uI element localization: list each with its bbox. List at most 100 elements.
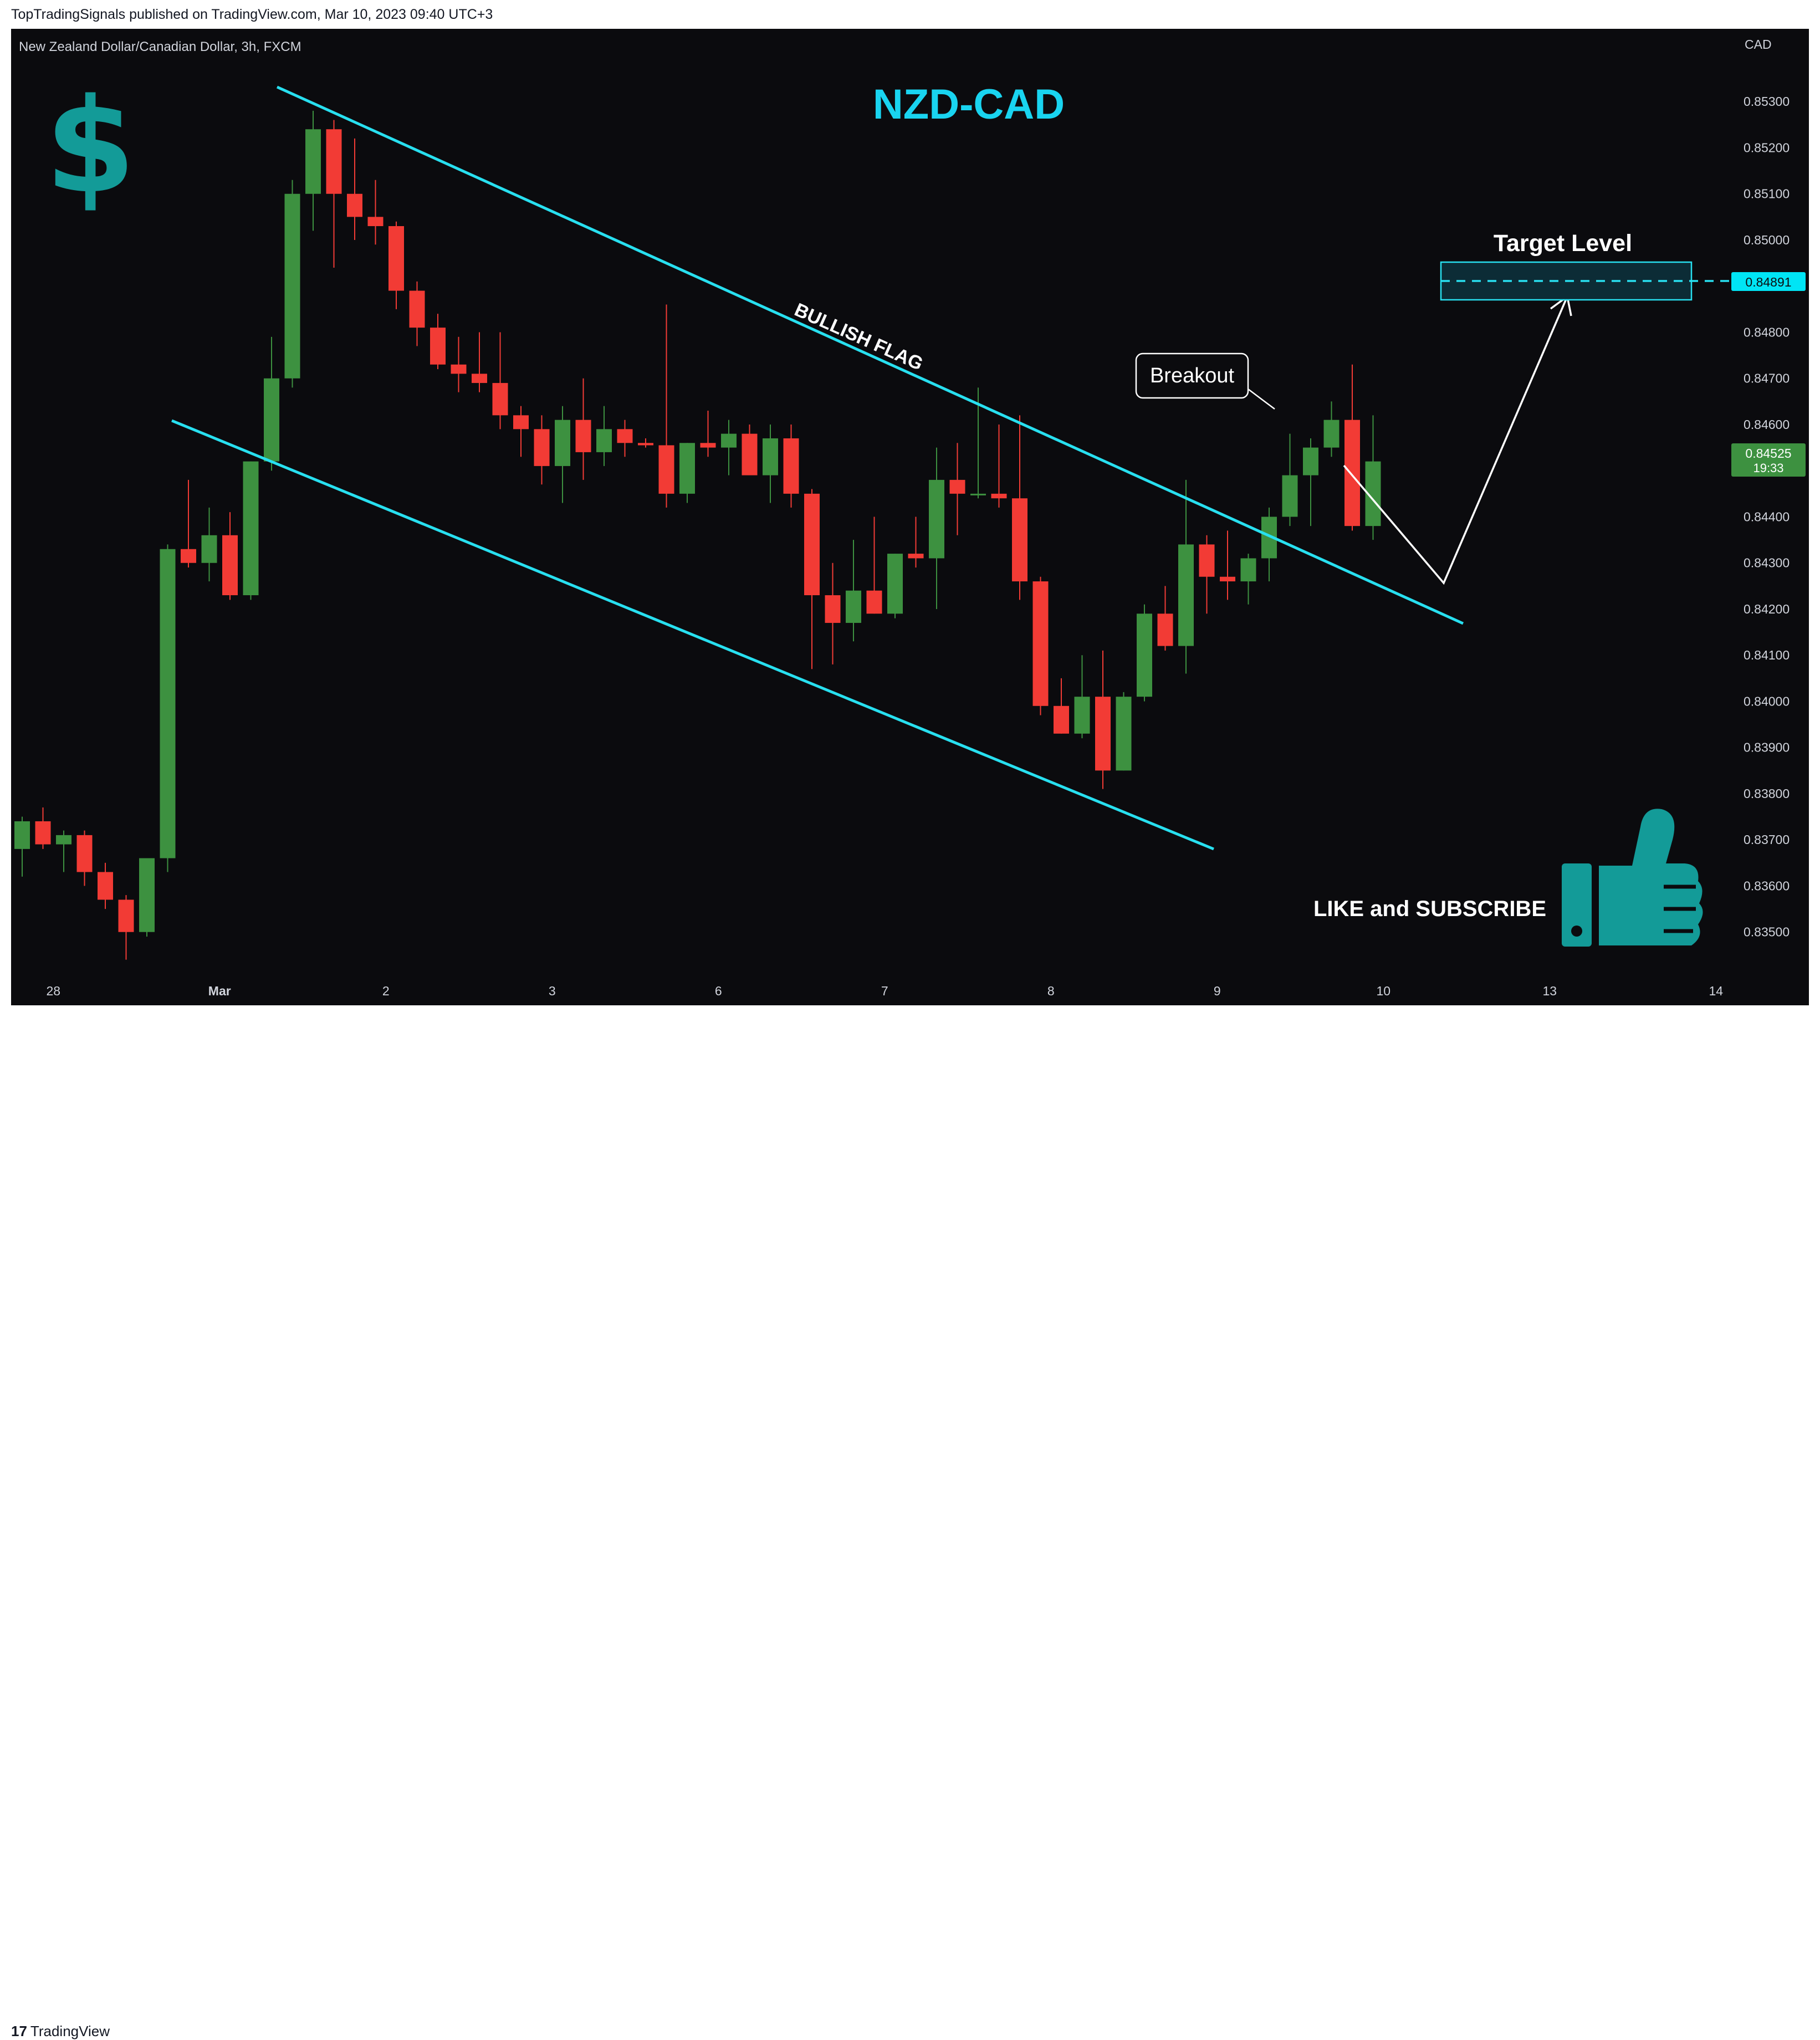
projection-path[interactable] [1343, 296, 1568, 585]
candle-up[interactable] [243, 461, 259, 600]
tradingview-brand: TradingView [30, 2023, 110, 2039]
candle-down[interactable] [534, 415, 550, 485]
candle-down[interactable] [1054, 678, 1069, 734]
candle-down[interactable] [181, 479, 196, 568]
candle-down[interactable] [347, 138, 362, 240]
breakout-callout[interactable] [1135, 352, 1249, 399]
candle-down[interactable] [472, 332, 487, 392]
candle-down[interactable] [1199, 535, 1215, 614]
candle-up[interactable] [1282, 433, 1298, 526]
candle-body [721, 433, 737, 448]
candle-up[interactable] [305, 110, 321, 231]
candle-up[interactable] [1261, 507, 1277, 582]
thumbs-up-icon[interactable] [1562, 809, 1703, 947]
candle-body [1095, 697, 1111, 771]
candle-down[interactable] [617, 420, 633, 457]
x-tick-label: 6 [715, 984, 722, 998]
candle-down[interactable] [825, 563, 841, 664]
candle-body [617, 429, 633, 443]
candle-up[interactable] [929, 447, 944, 609]
candle-up[interactable] [846, 540, 861, 642]
candle-down[interactable] [367, 180, 384, 245]
target-price-label: 0.84891 [1745, 275, 1791, 289]
candle-down[interactable] [222, 512, 238, 600]
candle-down[interactable] [1157, 586, 1173, 651]
candle-down[interactable] [949, 443, 965, 535]
candle-up[interactable] [596, 406, 612, 466]
candle-up[interactable] [679, 443, 695, 503]
candle-down[interactable] [451, 336, 467, 392]
candle-up[interactable] [721, 420, 737, 476]
current-price-label: 0.84525 [1745, 446, 1791, 461]
candle-up[interactable] [763, 424, 778, 503]
candle-body [908, 554, 924, 559]
y-tick-label: 0.84600 [1744, 417, 1790, 432]
candle-down[interactable] [700, 411, 716, 457]
candle-down[interactable] [1344, 364, 1360, 531]
candle-body [929, 479, 944, 559]
candle-down[interactable] [804, 489, 820, 669]
candle-up[interactable] [887, 554, 903, 618]
candle-up[interactable] [56, 830, 71, 872]
candlestick-chart[interactable]: New Zealand Dollar/Canadian Dollar, 3h, … [0, 0, 1820, 1044]
candle-up[interactable] [1303, 438, 1318, 526]
candle-up[interactable] [1137, 604, 1152, 702]
candle-down[interactable] [430, 314, 446, 370]
candle-up[interactable] [970, 387, 986, 499]
candle-up[interactable] [1074, 655, 1090, 739]
candle-up[interactable] [555, 406, 570, 503]
candle-down[interactable] [492, 332, 508, 430]
candle-body [451, 364, 467, 374]
candle-down[interactable] [409, 281, 425, 346]
candle-up[interactable] [201, 507, 217, 582]
candle-down[interactable] [388, 221, 404, 309]
candle-down[interactable] [866, 517, 882, 614]
candle-body [139, 858, 155, 932]
x-tick-label: Mar [208, 984, 231, 998]
candle-down[interactable] [326, 120, 342, 268]
target-price-badge [1731, 272, 1806, 291]
candle-body [1032, 581, 1049, 706]
candle-down[interactable] [908, 517, 924, 568]
candle-up[interactable] [1323, 401, 1340, 457]
candle-down[interactable] [1220, 530, 1235, 600]
candle-up[interactable] [1116, 692, 1132, 771]
candle-down[interactable] [575, 378, 591, 480]
tradingview-logo[interactable]: 17 TradingView [11, 2023, 110, 2039]
candle-body [243, 461, 259, 596]
x-tick-label: 8 [1047, 984, 1055, 998]
candle-body [991, 493, 1007, 499]
candle-down[interactable] [1032, 576, 1049, 715]
candle-down[interactable] [638, 438, 653, 448]
candle-down[interactable] [783, 424, 799, 508]
candle-body [700, 443, 716, 448]
candle-up[interactable] [160, 544, 176, 872]
y-tick-label: 0.85100 [1744, 187, 1790, 201]
like-subscribe-label: LIKE and SUBSCRIBE [1313, 897, 1546, 921]
candle-down[interactable] [98, 862, 113, 909]
candle-up[interactable] [1178, 479, 1194, 674]
candle-down[interactable] [742, 424, 758, 476]
flag-upper-line[interactable] [276, 85, 1464, 625]
candle-body [1323, 420, 1340, 448]
bullish-flag-label: BULLISH FLAG [791, 299, 926, 375]
candle-down[interactable] [76, 830, 93, 886]
candle-down[interactable] [513, 406, 529, 457]
candle-down[interactable] [1095, 650, 1111, 789]
candle-down[interactable] [1012, 415, 1027, 600]
candle-body [1157, 613, 1173, 646]
candle-up[interactable] [264, 336, 279, 471]
candle-up[interactable] [284, 180, 300, 388]
candle-up[interactable] [1365, 415, 1381, 540]
candle-down[interactable] [35, 807, 51, 849]
candle-down[interactable] [991, 424, 1007, 508]
candle-up[interactable] [14, 816, 30, 877]
candle-down[interactable] [658, 304, 674, 508]
candle-body [1116, 697, 1132, 771]
flag-lower-line[interactable] [171, 419, 1214, 851]
candle-up[interactable] [139, 858, 155, 937]
candles [14, 110, 1381, 960]
candle-down[interactable] [118, 895, 134, 960]
candle-up[interactable] [1240, 554, 1256, 605]
candle-body [1054, 705, 1069, 734]
